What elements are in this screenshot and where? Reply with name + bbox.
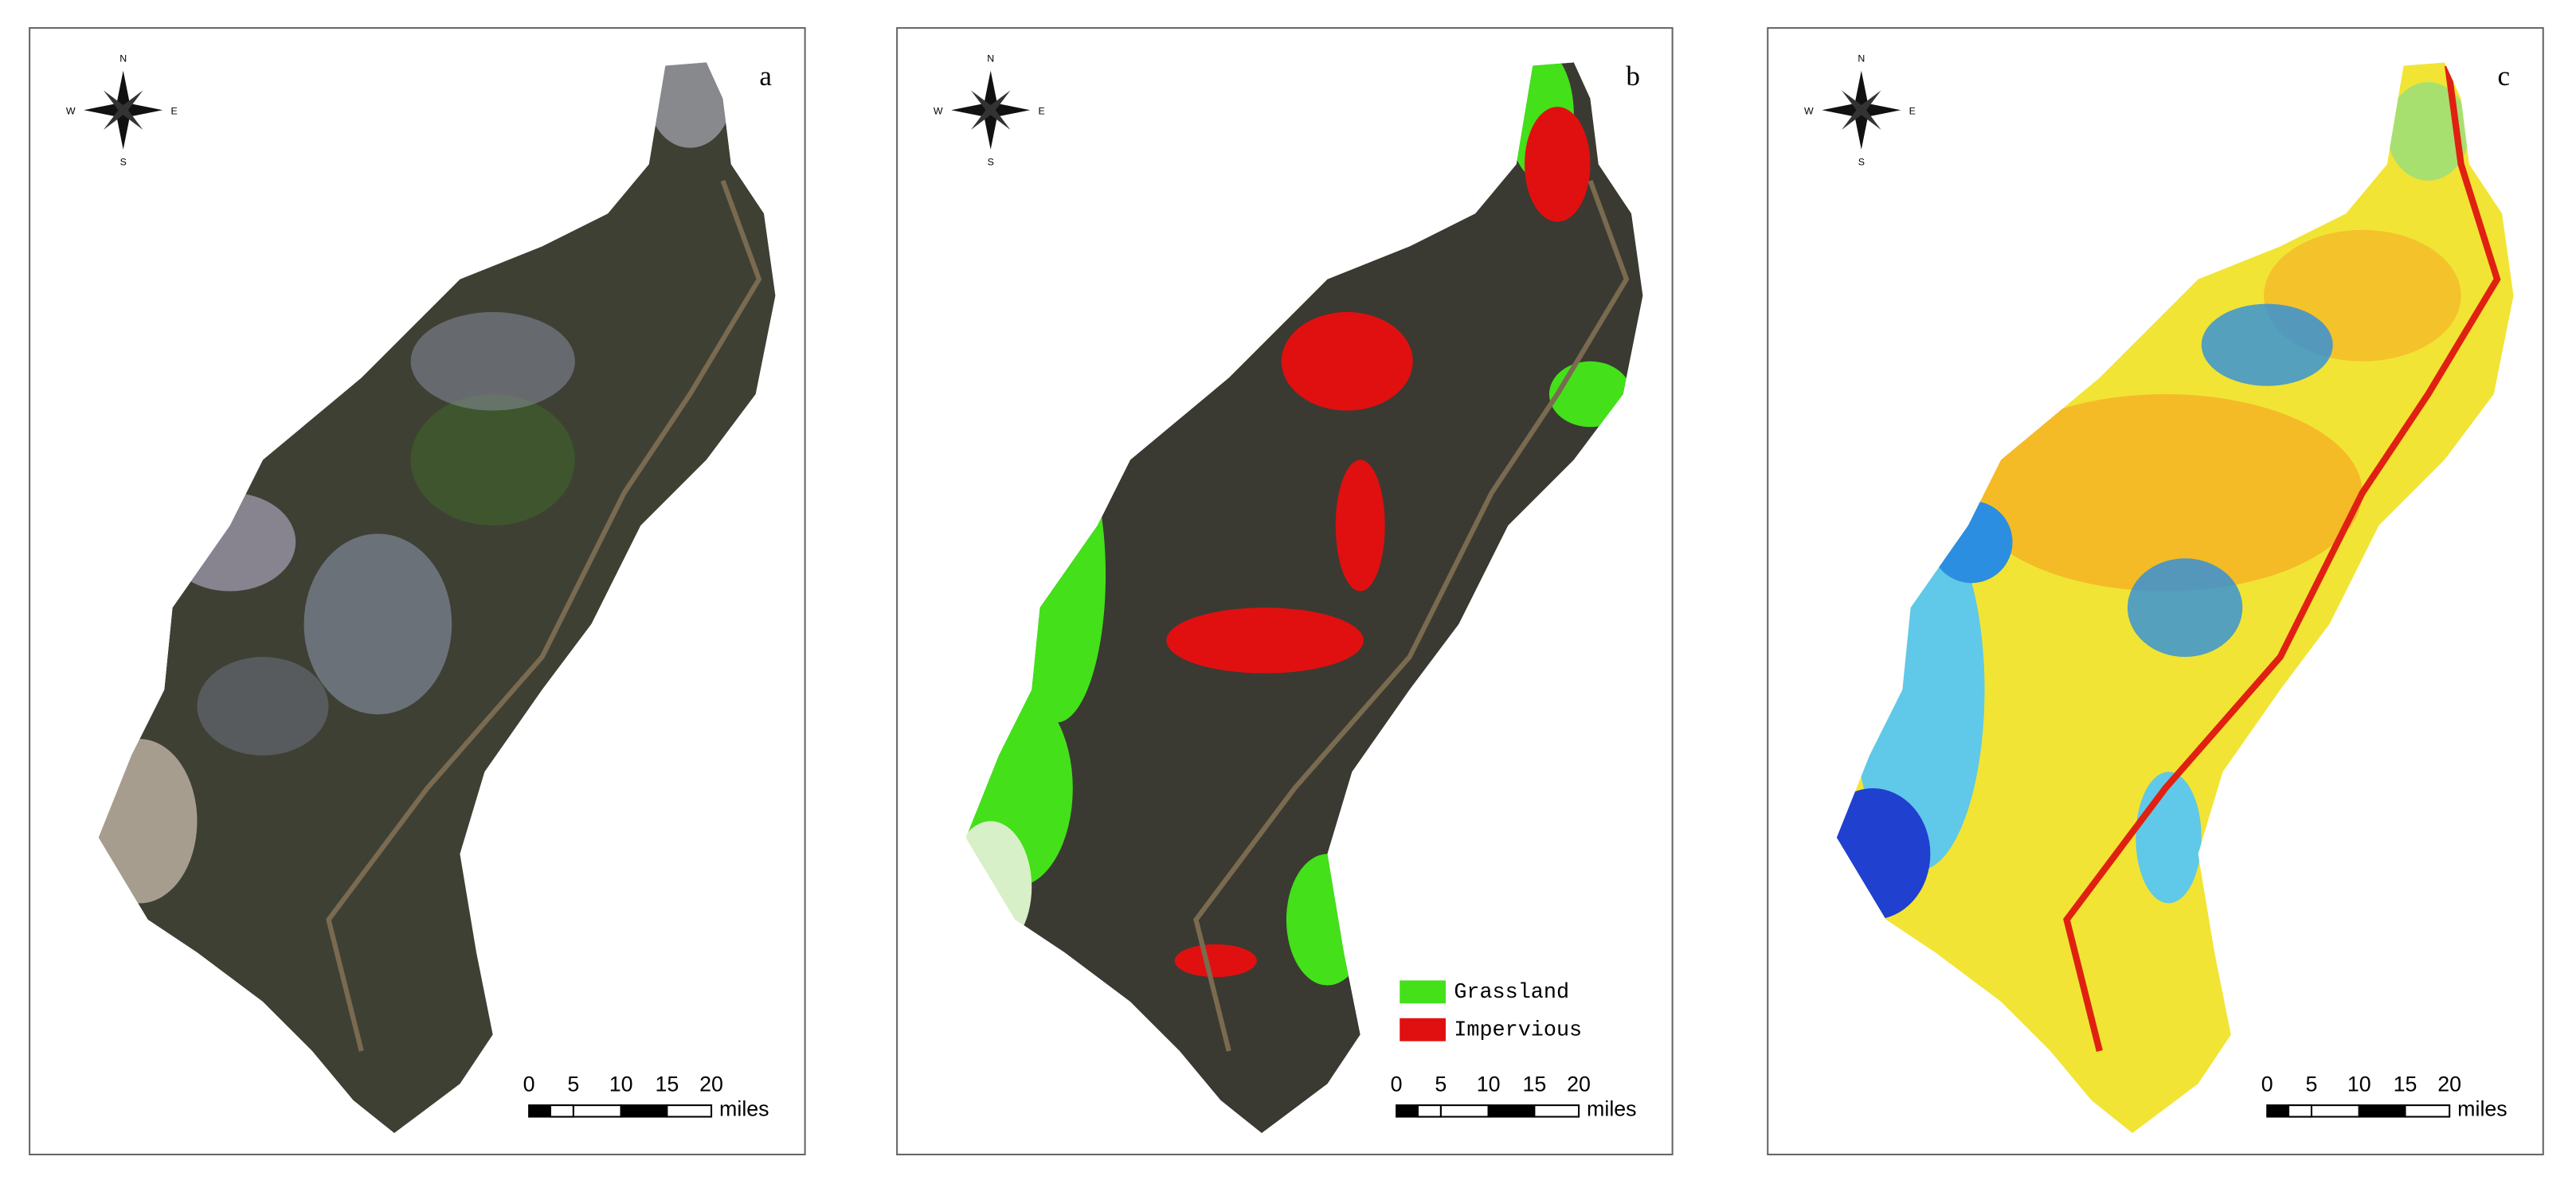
scale-segment	[2404, 1104, 2451, 1118]
compass-star-inner	[103, 90, 143, 130]
legend-swatch	[1400, 980, 1446, 1004]
scale-segment	[1416, 1104, 1442, 1118]
satellite-image	[98, 62, 776, 1134]
scale-tick-label: 10	[1477, 1072, 1501, 1096]
scale-tick-label: 15	[2394, 1072, 2417, 1096]
scale-segment	[1533, 1104, 1580, 1118]
compass-star-inner	[970, 90, 1011, 130]
scale-segment	[549, 1104, 574, 1118]
compass-star-inner	[1842, 90, 1881, 130]
legend-swatch	[1400, 1018, 1446, 1041]
scale-tick-label: 20	[2437, 1072, 2461, 1096]
compass-n: N	[987, 53, 994, 64]
scale-tick-label: 15	[1522, 1072, 1546, 1096]
compass-w: W	[66, 106, 76, 117]
compass-w: W	[1804, 106, 1814, 117]
compass-s: S	[988, 157, 994, 168]
scale-segment	[2288, 1104, 2312, 1118]
scale-tick-label: 10	[609, 1072, 633, 1096]
panel-label: b	[1626, 61, 1640, 92]
scale-unit: miles	[1587, 1096, 1637, 1120]
compass-s: S	[120, 157, 127, 168]
compass-n: N	[1858, 53, 1865, 64]
compass-e: E	[1039, 106, 1045, 117]
compass-n: N	[119, 53, 127, 64]
scale-segment	[572, 1104, 622, 1118]
legend-label: Grassland	[1454, 981, 1569, 1005]
scale-segment	[666, 1104, 713, 1118]
scale-unit: miles	[2457, 1096, 2507, 1120]
scale-segment	[620, 1104, 668, 1118]
scale-tick-label: 5	[1435, 1072, 1447, 1096]
scale-unit: miles	[719, 1096, 769, 1120]
scale-segment	[2358, 1104, 2406, 1118]
scale-segment	[1439, 1104, 1490, 1118]
panel-label: a	[759, 61, 772, 92]
scale-tick-label: 15	[655, 1072, 679, 1096]
scale-segment	[2310, 1104, 2360, 1118]
scale-tick-label: 0	[1391, 1072, 1403, 1096]
scale-tick-label: 20	[699, 1072, 723, 1096]
compass-w: W	[934, 106, 943, 117]
legend-label: Impervious	[1454, 1018, 1582, 1042]
scale-segment	[1487, 1104, 1536, 1118]
scale-tick-label: 5	[567, 1072, 579, 1096]
scale-tick-label: 0	[2261, 1072, 2273, 1096]
panel-label: c	[2497, 61, 2510, 92]
scale-tick-label: 10	[2347, 1072, 2371, 1096]
compass-e: E	[1909, 106, 1916, 117]
scale-tick-label: 0	[523, 1072, 535, 1096]
compass-s: S	[1858, 157, 1865, 168]
scale-tick-label: 20	[1567, 1072, 1591, 1096]
scale-tick-label: 5	[2305, 1072, 2317, 1096]
compass-e: E	[171, 106, 178, 117]
